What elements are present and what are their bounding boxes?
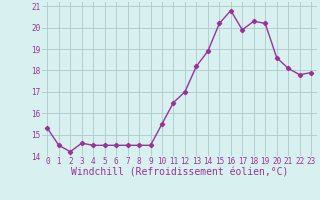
X-axis label: Windchill (Refroidissement éolien,°C): Windchill (Refroidissement éolien,°C) [70, 168, 288, 178]
